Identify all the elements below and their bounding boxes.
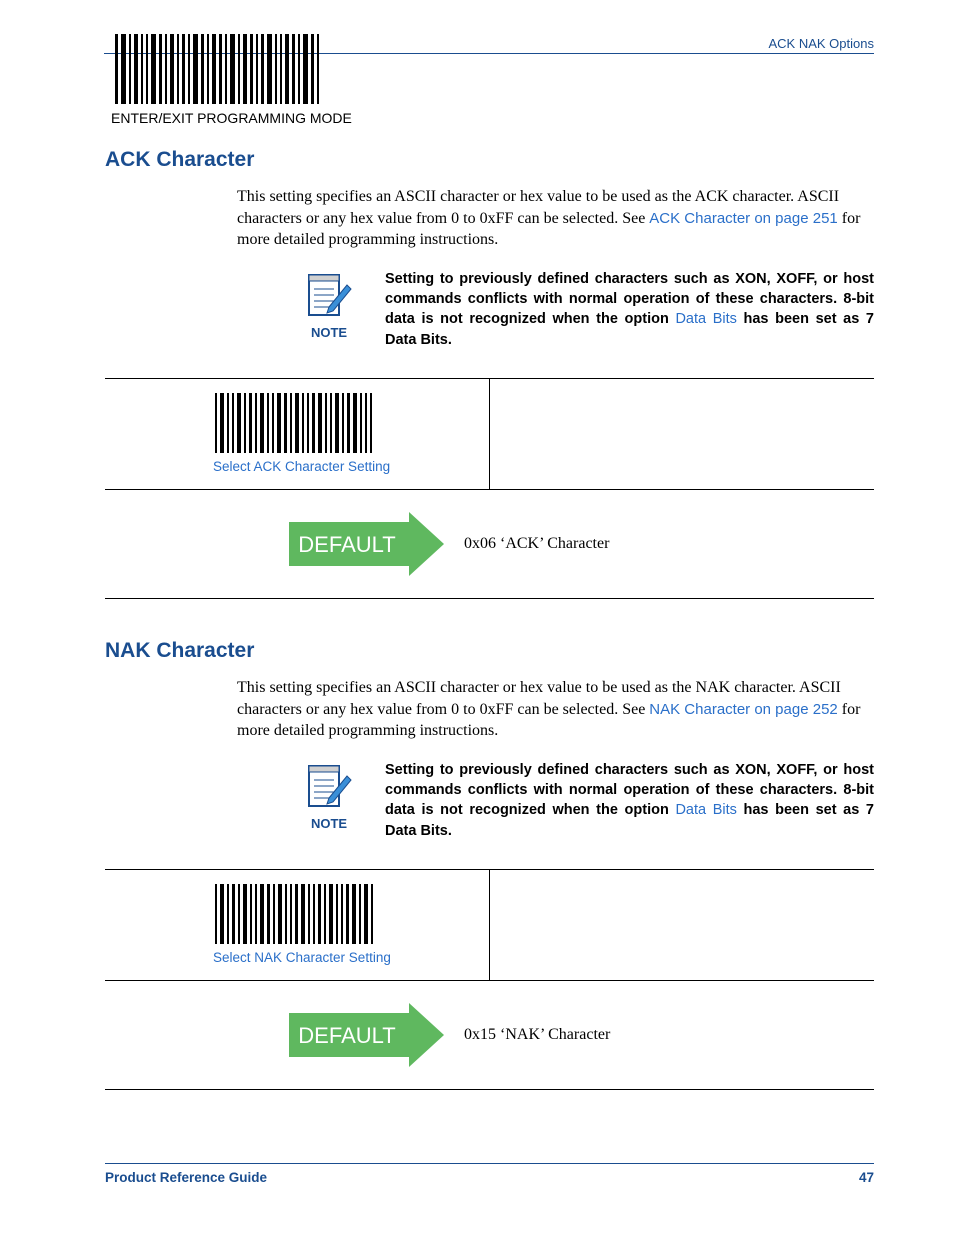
default-label: DEFAULT	[298, 1023, 395, 1048]
ack-default-value: 0x06 ‘ACK’ Character	[464, 535, 609, 553]
table-row: Select NAK Character Setting	[105, 869, 874, 981]
table-row: Select ACK Character Setting	[105, 378, 874, 490]
nak-description: This setting specifies an ASCII characte…	[237, 677, 874, 742]
default-arrow-icon: DEFAULT	[289, 1003, 444, 1067]
ack-heading: ACK Character	[105, 148, 874, 172]
notepad-icon	[303, 269, 355, 321]
notepad-icon	[303, 760, 355, 812]
page-footer: Product Reference Guide 47	[105, 1163, 874, 1185]
ack-note-block: NOTE Setting to previously defined chara…	[303, 269, 874, 350]
barcode-icon	[111, 34, 321, 108]
ack-note-text: Setting to previously defined characters…	[385, 269, 874, 350]
nak-default-value: 0x15 ‘NAK’ Character	[464, 1026, 610, 1044]
barcode-icon	[213, 884, 373, 948]
enter-exit-label: ENTER/EXIT PROGRAMMING MODE	[111, 110, 874, 126]
section-divider	[105, 1089, 874, 1090]
default-label: DEFAULT	[298, 532, 395, 557]
data-bits-link[interactable]: Data Bits	[675, 802, 736, 818]
ack-barcode-caption: Select ACK Character Setting	[213, 459, 469, 474]
nak-default-row: DEFAULT 0x15 ‘NAK’ Character	[289, 1003, 874, 1067]
ack-description: This setting specifies an ASCII characte…	[237, 186, 874, 251]
nak-barcode-table: Select NAK Character Setting	[105, 869, 874, 981]
nak-note-block: NOTE Setting to previously defined chara…	[303, 760, 874, 841]
ack-default-row: DEFAULT 0x06 ‘ACK’ Character	[289, 512, 874, 576]
empty-cell	[490, 379, 875, 489]
nak-barcode-cell: Select NAK Character Setting	[105, 870, 490, 980]
nak-heading: NAK Character	[105, 639, 874, 663]
data-bits-link[interactable]: Data Bits	[675, 311, 736, 327]
ack-barcode-cell: Select ACK Character Setting	[105, 379, 490, 489]
nak-character-page-link[interactable]: NAK Character on page 252	[649, 701, 837, 718]
footer-page-number: 47	[859, 1170, 874, 1185]
empty-cell	[490, 870, 875, 980]
ack-barcode-table: Select ACK Character Setting	[105, 378, 874, 490]
footer-guide-title: Product Reference Guide	[105, 1170, 267, 1185]
section-divider	[105, 598, 874, 599]
note-label: NOTE	[311, 816, 347, 831]
default-arrow-icon: DEFAULT	[289, 512, 444, 576]
ack-character-page-link[interactable]: ACK Character on page 251	[649, 210, 837, 227]
note-icon-wrap: NOTE	[303, 269, 355, 340]
note-icon-wrap: NOTE	[303, 760, 355, 831]
barcode-icon	[213, 393, 373, 457]
nak-barcode-caption: Select NAK Character Setting	[213, 950, 469, 965]
note-label: NOTE	[311, 325, 347, 340]
enter-exit-barcode-block: ENTER/EXIT PROGRAMMING MODE	[111, 34, 874, 126]
nak-note-text: Setting to previously defined characters…	[385, 760, 874, 841]
